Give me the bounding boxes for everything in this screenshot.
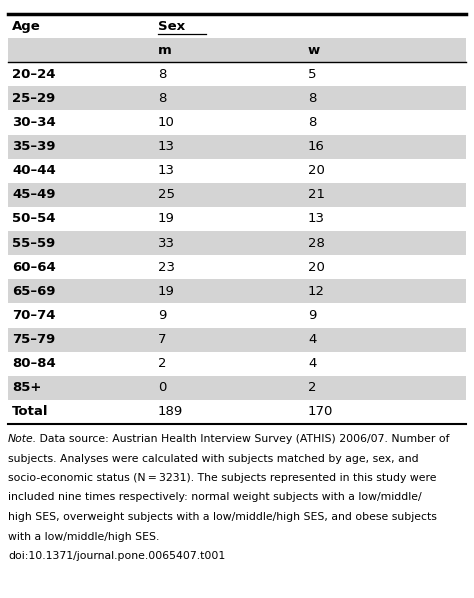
Text: 9: 9 xyxy=(158,309,166,322)
Bar xyxy=(8,376,466,400)
Text: 75–79: 75–79 xyxy=(12,333,55,346)
Text: Sex: Sex xyxy=(158,20,185,32)
Bar xyxy=(8,303,466,328)
Text: 20: 20 xyxy=(308,261,325,274)
Text: 50–54: 50–54 xyxy=(12,212,55,225)
Text: 7: 7 xyxy=(158,333,166,346)
Text: 55–59: 55–59 xyxy=(12,237,55,249)
Text: 8: 8 xyxy=(308,116,316,129)
Text: m: m xyxy=(158,44,172,57)
Text: 13: 13 xyxy=(158,164,175,177)
Text: doi:10.1371/journal.pone.0065407.t001: doi:10.1371/journal.pone.0065407.t001 xyxy=(8,551,225,561)
Text: 20–24: 20–24 xyxy=(12,68,55,81)
Text: 30–34: 30–34 xyxy=(12,116,56,129)
Text: 2: 2 xyxy=(308,382,317,394)
Text: 60–64: 60–64 xyxy=(12,261,56,274)
Text: 4: 4 xyxy=(308,357,316,370)
Text: 5: 5 xyxy=(308,68,317,81)
Text: high SES, overweight subjects with a low/middle/high SES, and obese subjects: high SES, overweight subjects with a low… xyxy=(8,512,437,522)
Text: 16: 16 xyxy=(308,140,325,153)
Text: 0: 0 xyxy=(158,382,166,394)
Bar xyxy=(8,183,466,207)
Text: 20: 20 xyxy=(308,164,325,177)
Text: Note.: Note. xyxy=(8,434,37,444)
Text: 21: 21 xyxy=(308,188,325,202)
Text: 189: 189 xyxy=(158,405,183,419)
Text: 13: 13 xyxy=(308,212,325,225)
Bar xyxy=(8,86,466,111)
Bar xyxy=(8,38,466,62)
Bar xyxy=(8,111,466,135)
Text: 8: 8 xyxy=(158,92,166,105)
Text: 8: 8 xyxy=(308,92,316,105)
Text: 33: 33 xyxy=(158,237,175,249)
Text: 9: 9 xyxy=(308,309,316,322)
Text: 28: 28 xyxy=(308,237,325,249)
Text: 45–49: 45–49 xyxy=(12,188,55,202)
Bar xyxy=(8,328,466,352)
Text: 85+: 85+ xyxy=(12,382,41,394)
Text: 10: 10 xyxy=(158,116,175,129)
Bar xyxy=(8,400,466,424)
Text: 19: 19 xyxy=(158,212,175,225)
Text: 80–84: 80–84 xyxy=(12,357,56,370)
Bar xyxy=(8,158,466,183)
Text: 23: 23 xyxy=(158,261,175,274)
Text: 13: 13 xyxy=(158,140,175,153)
Text: Data source: Austrian Health Interview Survey (ATHIS) 2006/07. Number of: Data source: Austrian Health Interview S… xyxy=(36,434,449,444)
Text: Total: Total xyxy=(12,405,48,419)
Text: w: w xyxy=(308,44,320,57)
Bar xyxy=(8,279,466,303)
Text: included nine times respectively: normal weight subjects with a low/middle/: included nine times respectively: normal… xyxy=(8,493,422,502)
Text: 2: 2 xyxy=(158,357,166,370)
Text: 25–29: 25–29 xyxy=(12,92,55,105)
Text: 70–74: 70–74 xyxy=(12,309,55,322)
Text: subjects. Analyses were calculated with subjects matched by age, sex, and: subjects. Analyses were calculated with … xyxy=(8,453,419,463)
Text: 8: 8 xyxy=(158,68,166,81)
Bar xyxy=(8,207,466,231)
Text: 4: 4 xyxy=(308,333,316,346)
Text: 65–69: 65–69 xyxy=(12,285,55,298)
Text: 35–39: 35–39 xyxy=(12,140,55,153)
Text: 19: 19 xyxy=(158,285,175,298)
Text: socio-economic status (N = 3231). The subjects represented in this study were: socio-economic status (N = 3231). The su… xyxy=(8,473,437,483)
Bar xyxy=(8,231,466,255)
Bar xyxy=(8,62,466,86)
Bar xyxy=(8,14,466,38)
Text: 25: 25 xyxy=(158,188,175,202)
Bar xyxy=(8,135,466,158)
Text: Age: Age xyxy=(12,20,41,32)
Text: 170: 170 xyxy=(308,405,333,419)
Text: with a low/middle/high SES.: with a low/middle/high SES. xyxy=(8,532,159,542)
Text: 40–44: 40–44 xyxy=(12,164,56,177)
Bar xyxy=(8,255,466,279)
Text: 12: 12 xyxy=(308,285,325,298)
Bar xyxy=(8,352,466,376)
